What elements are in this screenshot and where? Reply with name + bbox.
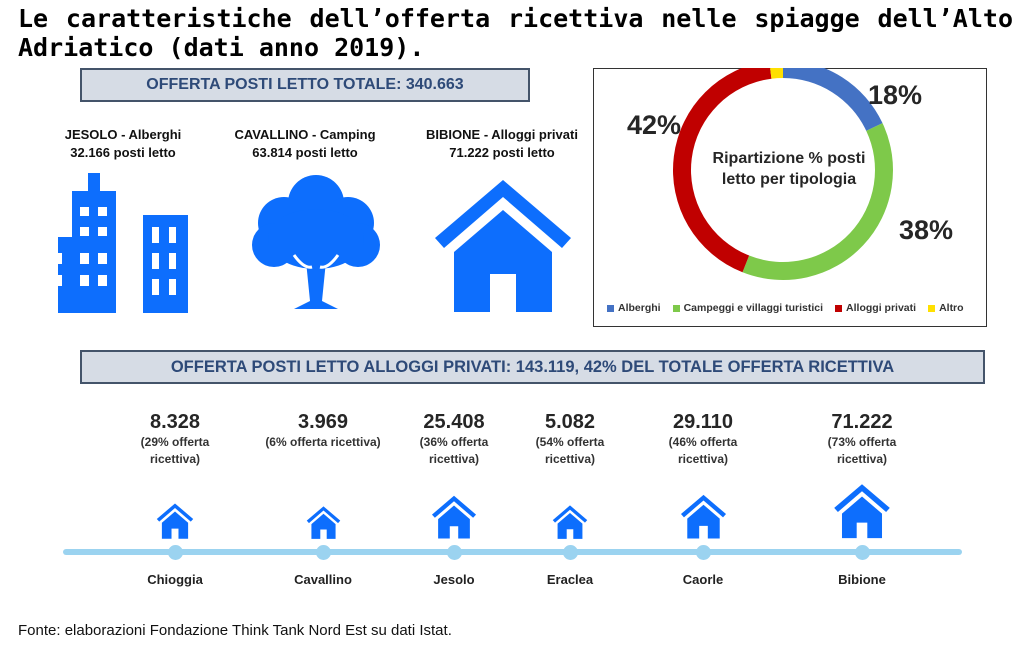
- highlight-label: CAVALLINO - Camping: [234, 127, 376, 142]
- pct-label-alberghi: 18%: [868, 80, 923, 110]
- source-note: Fonte: elaborazioni Fondazione Think Tan…: [18, 622, 452, 639]
- timeline-dot: [854, 545, 870, 560]
- page-title: Le caratteristiche dell’offerta ricettiv…: [18, 4, 1013, 62]
- town-name: Jesolo: [433, 572, 475, 587]
- legend-item: Alloggi privati: [835, 302, 916, 314]
- town-value: 5.082: [544, 411, 596, 433]
- timeline-dot: [167, 545, 183, 560]
- house-icon: [156, 502, 194, 545]
- house-icon: [552, 504, 588, 545]
- highlight-label: JESOLO - Alberghi: [64, 127, 182, 142]
- town-share: (54% offerta ricettiva): [535, 435, 605, 466]
- buildings-icon: [58, 173, 188, 313]
- house-icon: [680, 493, 727, 545]
- house-icon: [435, 180, 571, 312]
- private-offer-banner: OFFERTA POSTI LETTO ALLOGGI PRIVATI: 143…: [80, 350, 985, 384]
- town-share: (29% offerta ricettiva): [140, 435, 210, 466]
- legend-swatch: [835, 304, 843, 312]
- town-value-block: 5.082 (54% offerta ricettiva): [510, 410, 630, 468]
- town-value: 29.110: [672, 411, 734, 433]
- town-share: (46% offerta ricettiva): [668, 435, 738, 466]
- legend-item: Altro: [928, 302, 964, 314]
- legend-label: Alloggi privati: [846, 302, 917, 314]
- slice-altro: [770, 68, 783, 79]
- highlight-value: 32.166 posti letto: [70, 145, 176, 160]
- town-name: Bibione: [838, 572, 886, 587]
- town-value-block: 71.222 (73% offerta ricettiva): [802, 410, 922, 468]
- town-value-block: 25.408 (36% offerta ricettiva): [394, 410, 514, 468]
- legend-item: Alberghi: [607, 302, 661, 314]
- slice-alloggi: [673, 68, 772, 273]
- legend-label: Altro: [939, 302, 964, 314]
- slice-alberghi: [783, 68, 883, 131]
- pct-label-alloggi: 42%: [627, 110, 682, 140]
- timeline-bar: [63, 549, 962, 555]
- highlight-value: 71.222 posti letto: [449, 145, 555, 160]
- donut-legend: Alberghi Campeggi e villaggi turistici A…: [607, 302, 964, 314]
- pct-label-campeggi: 38%: [899, 215, 954, 245]
- highlight-label: BIBIONE - Alloggi privati: [426, 127, 578, 142]
- town-share: (36% offerta ricettiva): [419, 435, 489, 466]
- town-name: Eraclea: [546, 572, 594, 587]
- town-value-block: 29.110 (46% offerta ricettiva): [643, 410, 763, 468]
- legend-label: Alberghi: [618, 302, 661, 314]
- highlight-value: 63.814 posti letto: [252, 145, 358, 160]
- timeline-dot: [695, 545, 711, 560]
- highlight-jesolo: JESOLO - Alberghi 32.166 posti letto: [38, 126, 208, 162]
- total-offer-banner: OFFERTA POSTI LETTO TOTALE: 340.663: [80, 68, 530, 102]
- town-value: 3.969: [297, 411, 349, 433]
- house-icon: [306, 505, 341, 545]
- town-name: Caorle: [682, 572, 724, 587]
- town-value: 25.408: [423, 411, 485, 433]
- town-share: (6% offerta ricettiva): [265, 435, 381, 449]
- legend-swatch: [607, 304, 614, 312]
- legend-item: Campeggi e villaggi turistici: [672, 302, 824, 314]
- legend-label: Campeggi e villaggi turistici: [683, 302, 824, 314]
- house-icon: [431, 494, 477, 545]
- tree-icon: [252, 175, 380, 309]
- legend-swatch: [928, 304, 936, 312]
- timeline-dot: [562, 545, 578, 560]
- house-icon: [833, 482, 891, 545]
- highlight-bibione: BIBIONE - Alloggi privati 71.222 posti l…: [402, 126, 602, 162]
- slice-campeggi: [742, 123, 893, 280]
- donut-center-title: Ripartizione % posti letto per tipologia: [712, 150, 866, 188]
- timeline-dot: [446, 545, 462, 560]
- town-name: Cavallino: [294, 572, 352, 587]
- town-name: Chioggia: [147, 572, 203, 587]
- town-value-block: 8.328 (29% offerta ricettiva): [115, 410, 235, 468]
- town-value: 71.222: [831, 411, 893, 433]
- town-value-block: 3.969 (6% offerta ricettiva): [263, 410, 383, 451]
- town-share: (73% offerta ricettiva): [827, 435, 897, 466]
- highlight-cavallino: CAVALLINO - Camping 63.814 posti letto: [215, 126, 395, 162]
- legend-swatch: [672, 304, 680, 312]
- town-value: 8.328: [149, 411, 201, 433]
- donut-chart: [673, 68, 893, 280]
- timeline-dot: [315, 545, 331, 560]
